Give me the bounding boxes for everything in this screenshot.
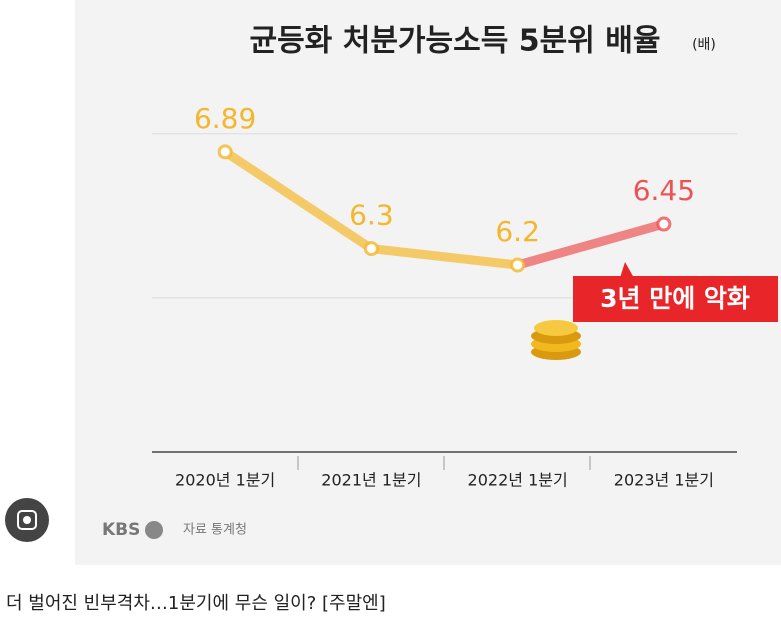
x-tick-label: 2023년 1분기 — [614, 471, 714, 490]
source: 자료 통계청 — [183, 523, 247, 538]
logo: KBS — [102, 520, 140, 540]
value-label: 6.3 — [349, 199, 394, 232]
unit-label: (배) — [692, 37, 716, 53]
coins-icon — [531, 320, 581, 360]
x-tick-label: 2022년 1분기 — [468, 471, 568, 490]
chart-title: 균등화 처분가능소득 5분위 배율 — [249, 24, 660, 59]
lens-icon — [17, 510, 37, 530]
point — [656, 216, 672, 232]
value-label: 6.89 — [194, 102, 256, 135]
x-tick-label: 2021년 1분기 — [321, 471, 421, 490]
plot: 2020년 1분기 2021년 1분기 2022년 1분기 2023년 1분기 6.89… — [152, 102, 737, 490]
point — [217, 144, 233, 160]
point — [363, 241, 379, 257]
value-label: 6.2 — [495, 215, 540, 248]
annotation-pointer — [620, 262, 634, 278]
logo-mark — [145, 521, 163, 539]
x-tick-label: 2020년 1분기 — [175, 471, 275, 490]
point — [510, 257, 526, 273]
annotation-box — [573, 276, 778, 322]
line-segment — [366, 244, 523, 270]
annotation: 3년 만에 악화 — [600, 284, 750, 313]
line-segment — [513, 219, 669, 270]
caption[interactable]: 더 벌어진 빈부격차…1분기에 무슨 일이? [주말엔] — [6, 593, 386, 614]
value-label: 6.45 — [633, 174, 695, 207]
line-segment — [220, 147, 376, 254]
lens-icon-dot — [23, 516, 31, 524]
category-dividers — [297, 456, 591, 470]
